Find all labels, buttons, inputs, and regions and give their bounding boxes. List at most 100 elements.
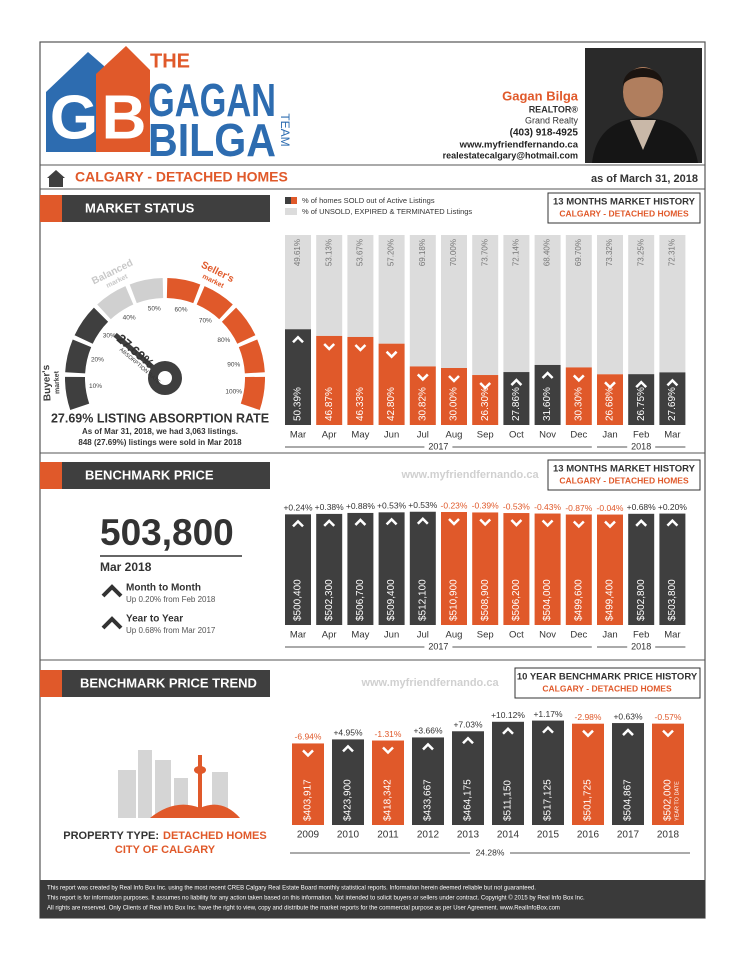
x-tick-label: Sep [477,430,494,441]
trend-arrow [323,343,336,351]
bar [441,512,467,625]
logo-letter: G [50,83,98,152]
group-label: 2018 [631,641,651,651]
trend-arrow [342,744,354,753]
photo-head [623,67,663,117]
value-label: 27.69% [667,387,678,421]
x-tick-label: 2012 [417,830,440,841]
value-label: 31.60% [542,387,553,421]
gauge-segment [238,339,265,374]
photo-shirt [630,120,656,150]
value-label: 68.40% [543,239,552,266]
value-label: $504,000 [542,579,553,621]
tower-top [194,766,206,774]
heading-accent [40,195,62,222]
trend-arrow [354,344,367,352]
gauge-hub-inner [158,371,172,385]
trend-arrow [422,742,434,751]
bar-unsold [441,235,467,368]
x-tick-label: 2011 [377,830,399,841]
change-label: +0.20% [658,502,688,512]
trend-arrow [572,520,585,529]
benchmark-price: 503,800 [100,512,234,553]
agent-name: Gagan Bilga [502,88,579,103]
building [155,760,171,818]
trend-arrow [502,727,514,735]
x-tick-label: Nov [539,430,556,441]
change-label: -1.31% [375,729,402,739]
history-box [547,192,701,224]
value-label: $511,150 [503,780,514,821]
group-label: 2018 [631,441,651,451]
trend-arrow [635,519,648,527]
legend-label: % of UNSOLD, EXPIRED & TERMINATED Listin… [302,207,472,216]
value-label: $418,342 [383,779,394,821]
x-tick-label: Jun [384,630,399,641]
change-label: +0.88% [346,501,376,511]
up-arrow [101,616,123,630]
history-box [547,459,701,491]
gauge-segment [196,286,233,320]
property-label: PROPERTY TYPE: [63,830,159,842]
bar-sold [285,329,311,425]
x-tick-label: Dec [570,430,587,441]
x-tick-label: Feb [633,630,649,641]
x-tick-label: Nov [539,630,556,641]
logo: G B THE GAGAN BILGA TEAM [46,46,292,166]
trend-arrow [448,375,460,383]
logo-the: THE [150,50,190,72]
logo-letter: B [102,83,147,152]
x-tick-label: Apr [322,430,337,441]
trend-arrow [479,382,492,390]
history-box [514,667,701,699]
footer-text: This report is for information purposes.… [47,895,585,902]
gauge-segment [221,307,256,344]
x-tick-label: Mar [290,430,306,441]
x-tick-label: May [351,630,369,641]
gauge-tick-label: 40% [123,315,136,322]
heading-accent [40,670,62,697]
value-label: 30.30% [573,387,584,421]
value-label: $499,400 [605,579,616,621]
bar-sold [441,368,467,425]
icon-wall [49,178,63,187]
history-title: 13 MONTHS MARKET HISTORY [553,197,696,208]
value-label: 73.25% [636,239,645,266]
agent-website: www.myfriendfernando.ca [459,140,579,151]
value-label: $433,667 [423,779,434,821]
gauge-tick-label: 50% [148,306,161,313]
gauge-zone-label: Buyer's [41,364,54,401]
bar [409,511,436,625]
legend-swatch [285,208,297,215]
trend-arrow [416,373,429,382]
x-tick-label: Mar [290,630,306,641]
agent-photo [585,48,702,163]
x-tick-label: 2010 [337,830,360,841]
change-label: +4.95% [333,728,363,738]
trend-arrow [479,518,492,527]
section-heading: MARKET STATUS [85,200,195,215]
bar-unsold [409,235,436,367]
change-label: -0.87% [565,503,592,513]
bar-sold [565,367,592,425]
bar [628,513,655,625]
value-label: 69.70% [574,239,583,266]
photo-hair [623,68,663,86]
value-label: $423,900 [343,779,354,821]
history-subtitle: CALGARY - DETACHED HOMES [559,208,689,218]
gauge-segment [129,278,164,304]
agent-brokerage: Grand Realty [525,115,579,125]
trend-arrow [385,350,398,359]
trend-arrow [666,518,679,527]
change-title: Month to Month [126,583,201,594]
trend-arrow [542,725,554,734]
value-label: 30.00% [449,387,460,421]
heading-accent [40,462,62,489]
trend-arrow [462,736,474,745]
value-label: $504,867 [623,779,634,821]
saddledome [150,804,240,818]
trend-arrow [382,746,394,755]
bar-unsold [316,235,343,336]
bar [378,512,405,625]
watermark: www.myfriendfernando.ca [400,469,539,481]
